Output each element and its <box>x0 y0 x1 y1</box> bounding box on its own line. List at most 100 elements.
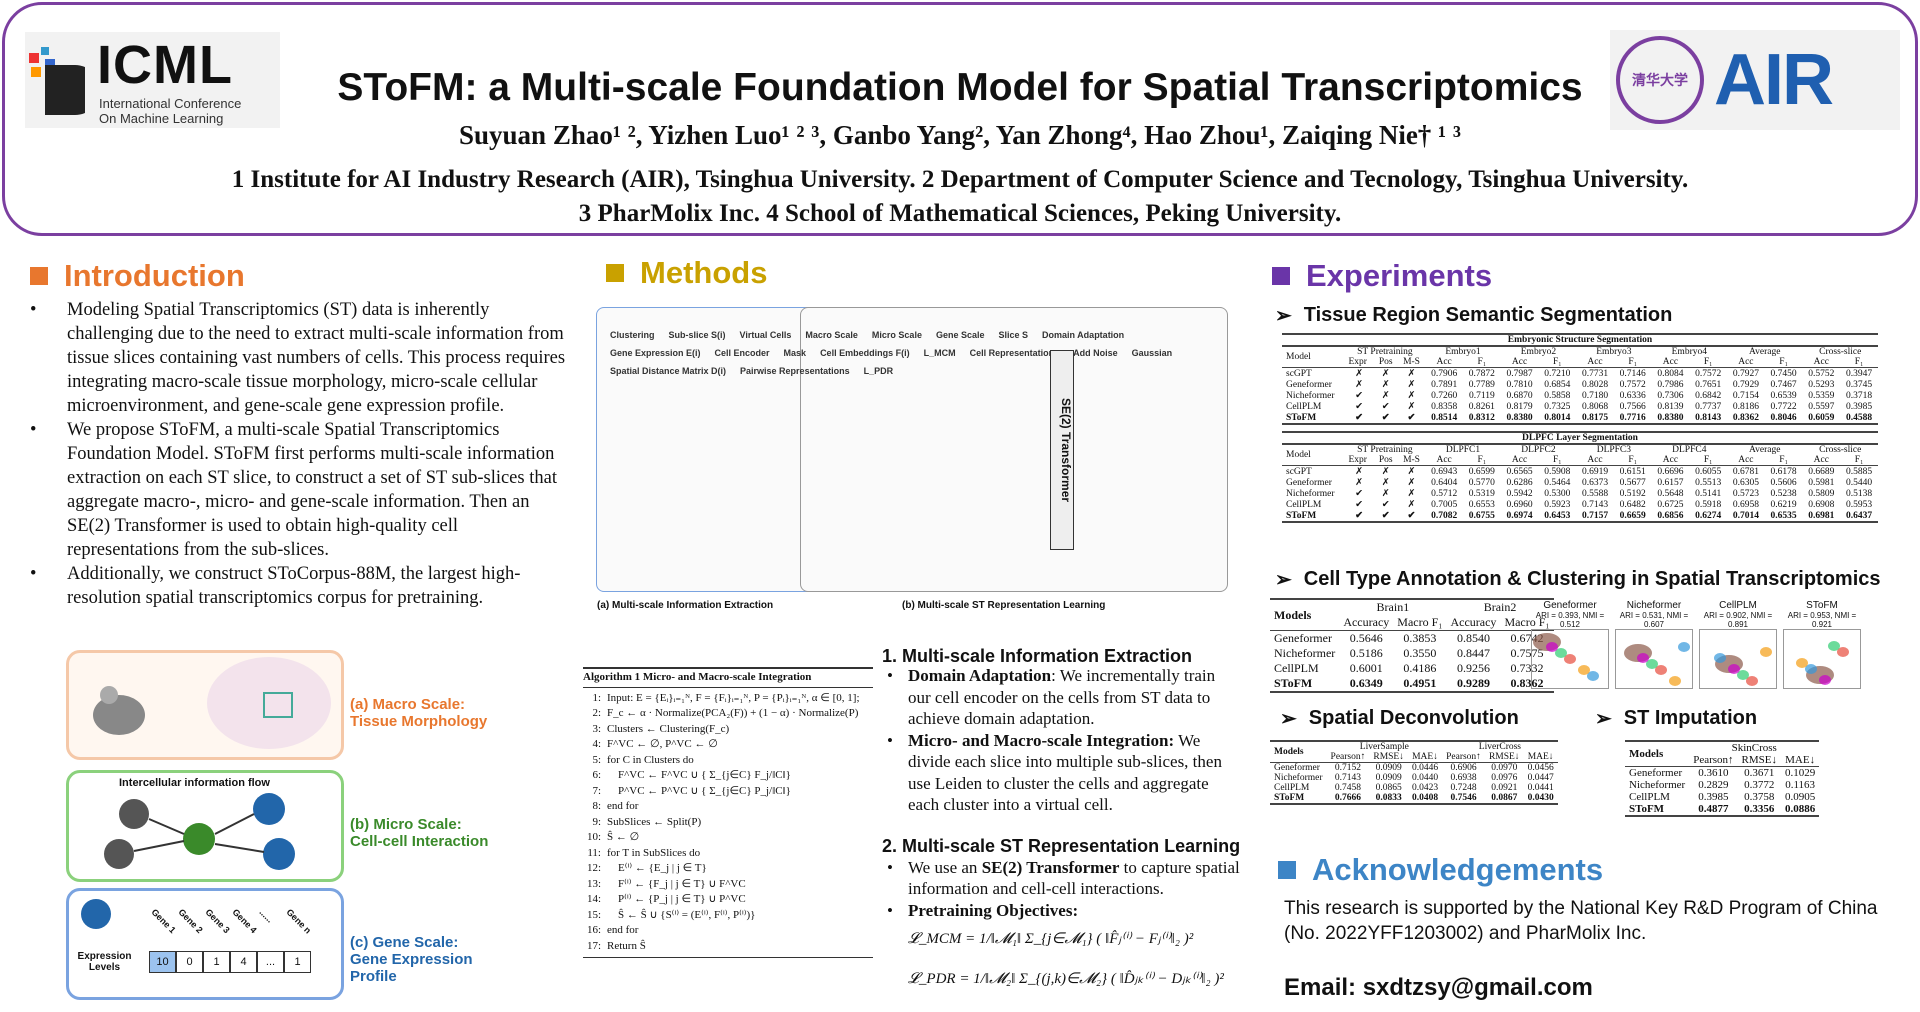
table-cell: 0.5885 <box>1846 466 1873 477</box>
table-cell: 0.7082 <box>1431 510 1458 521</box>
expression-levels-label: Expression Levels <box>77 951 132 973</box>
line-text: F^VC ← F^VC ∪ { Σ_{j∈C} F_j/‖C‖} <box>607 769 791 781</box>
figure-label: Gaussian <box>1131 348 1173 358</box>
affiliation-2: 3 PharMolix Inc. 4 School of Mathematica… <box>578 200 1342 227</box>
icml-line1: International Conference <box>99 96 242 111</box>
table-cell: 0.7546 <box>1450 793 1477 803</box>
table-cell: 0.6437 <box>1846 510 1873 521</box>
table-cell: 0.9289 <box>1456 676 1490 690</box>
table-cell: 0.0446 <box>1411 763 1439 773</box>
table-cell: 0.0970 <box>1491 763 1518 773</box>
table-cell: ✔ <box>1381 413 1390 423</box>
tsinghua-seal: 清华大学 <box>1616 36 1704 124</box>
line-number: 8: <box>592 800 601 812</box>
umap-scatter <box>1783 629 1861 689</box>
table-cell: 0.8186 <box>1732 401 1759 412</box>
table-cell: ✔ <box>1407 511 1416 521</box>
table-cell: scGPT <box>1286 466 1312 477</box>
umap-plots: Geneformer ARI = 0.393, NMI = 0.512 Nichef… <box>1530 600 1862 691</box>
table-cell: 0.5646 <box>1349 631 1383 645</box>
table-cell: 0.3356 <box>1744 803 1775 815</box>
table-cell: 0.8514 <box>1431 412 1458 423</box>
table-cell: 0.5942 <box>1506 488 1533 499</box>
group-header: Brain2 <box>1483 600 1517 614</box>
col-header: Models <box>1629 748 1664 760</box>
col-header: Accuracy <box>1343 615 1390 629</box>
table-cell: ✔ <box>1381 500 1390 510</box>
table-cell: 0.0447 <box>1527 773 1554 783</box>
table-cell: 0.5141 <box>1695 488 1722 499</box>
table-cell: 0.7872 <box>1468 368 1495 379</box>
table-cell: 0.6535 <box>1770 510 1797 521</box>
table-cell: 0.7143 <box>1581 499 1609 510</box>
group-header: Average <box>1749 347 1781 357</box>
table-cell: 0.5858 <box>1544 390 1571 401</box>
col-header: Acc <box>1587 455 1603 465</box>
results-table: Model ST Pretraining Embryo1 Embryo2 Embryo3… <box>1282 345 1878 425</box>
table-cell: 0.6599 <box>1468 466 1495 477</box>
air-logo: AIR <box>1714 40 1834 120</box>
table-cell: 0.6755 <box>1468 510 1495 521</box>
table-cell: Nicheformer <box>1274 646 1336 660</box>
table-cell: 0.0976 <box>1491 773 1518 783</box>
umap-cluster <box>1828 641 1840 651</box>
umap-cluster <box>1578 665 1590 675</box>
table-cell: Nicheformer <box>1274 773 1323 783</box>
table-cell: 0.7332 <box>1510 661 1544 675</box>
table-cell: 0.6919 <box>1581 466 1609 477</box>
table-cell: 0.6336 <box>1619 390 1646 401</box>
table-cell: Geneformer <box>1629 767 1683 779</box>
umap-title: Nicheformer <box>1626 600 1682 611</box>
table-cell: ✗ <box>1381 391 1390 401</box>
results-table: Models Brain1 Brain2 Accuracy Macro F₁ Accura… <box>1270 598 1554 693</box>
figure-label: L_MCM <box>923 348 956 358</box>
table-cell: 0.3745 <box>1846 379 1873 390</box>
col-header: ST Pretraining <box>1357 445 1413 455</box>
table-caption: Embryonic Structure Segmentation <box>1282 333 1878 345</box>
table-cell: 0.6781 <box>1732 466 1759 477</box>
table-cell: 0.6908 <box>1808 499 1835 510</box>
cell-interaction-illustration <box>104 793 295 870</box>
table-cell: 0.7651 <box>1695 379 1722 390</box>
table-row: Nicheformer 0.5186 0.3550 0.8447 0.7575 <box>1270 646 1554 661</box>
algorithm-box: Algorithm 1 Micro- and Macro-scale Integ… <box>583 667 873 958</box>
group-header: Brain1 <box>1376 600 1410 614</box>
figure-labels: Clustering Sub-slice S(i) Virtual Cells Mac… <box>600 320 1220 590</box>
table-cell: 0.0423 <box>1411 783 1439 793</box>
table-cell: ✔ <box>1381 402 1390 412</box>
table-cell: 0.8447 <box>1456 646 1490 660</box>
line-number: 14: <box>586 893 601 905</box>
section-square-icon <box>1278 861 1296 879</box>
table-cell: 0.5923 <box>1544 499 1571 510</box>
table-cell: 0.7572 <box>1695 368 1722 379</box>
table-cell: scGPT <box>1286 368 1312 379</box>
umap-scatter <box>1531 629 1609 689</box>
table-row: Geneformer 0.3610 0.3671 0.1029 <box>1625 767 1819 779</box>
macro-scale-label: (a) Macro Scale: Tissue Morphology <box>350 696 488 730</box>
gene-name: Gene 4 <box>230 906 259 936</box>
table-cell: 0.7572 <box>1619 379 1646 390</box>
gene-name: Gene n <box>284 906 314 936</box>
figure-panel-b <box>800 307 1228 592</box>
table-cell: ✗ <box>1381 380 1390 390</box>
table-cell: 0.1163 <box>1785 779 1816 791</box>
table-cell: SToFM <box>1286 510 1317 521</box>
figure-label: Sub-slice S(i) <box>668 330 726 340</box>
col-header: Model <box>1286 352 1311 362</box>
figure-label: Micro Scale <box>871 330 922 340</box>
group-header: LiverCross <box>1478 742 1521 752</box>
table-cell: ✗ <box>1407 467 1416 477</box>
table-cell: 0.6870 <box>1506 390 1533 401</box>
deconv-title-text: Spatial Deconvolution <box>1308 707 1519 729</box>
table-cell: 0.6404 <box>1431 477 1458 488</box>
algorithm-line: 16: end for <box>583 923 873 939</box>
table-cell: Geneformer <box>1274 631 1332 645</box>
col-header: Accuracy <box>1450 615 1497 629</box>
contact-email[interactable]: Email: sxdtzsy@gmail.com <box>1284 974 1593 1001</box>
line-number: 2: <box>592 707 601 719</box>
line-text: Input: E = {Eᵢ}ᵢ₌₁ᴺ, F = {Fᵢ}ᵢ₌₁ᴺ, P = {… <box>607 691 860 704</box>
figure-caption-b: (b) Multi-scale ST Representation Learni… <box>902 600 1106 611</box>
table-cell: 0.6286 <box>1506 477 1533 488</box>
table-cell: 0.6689 <box>1808 466 1835 477</box>
line-number: 7: <box>592 784 601 797</box>
